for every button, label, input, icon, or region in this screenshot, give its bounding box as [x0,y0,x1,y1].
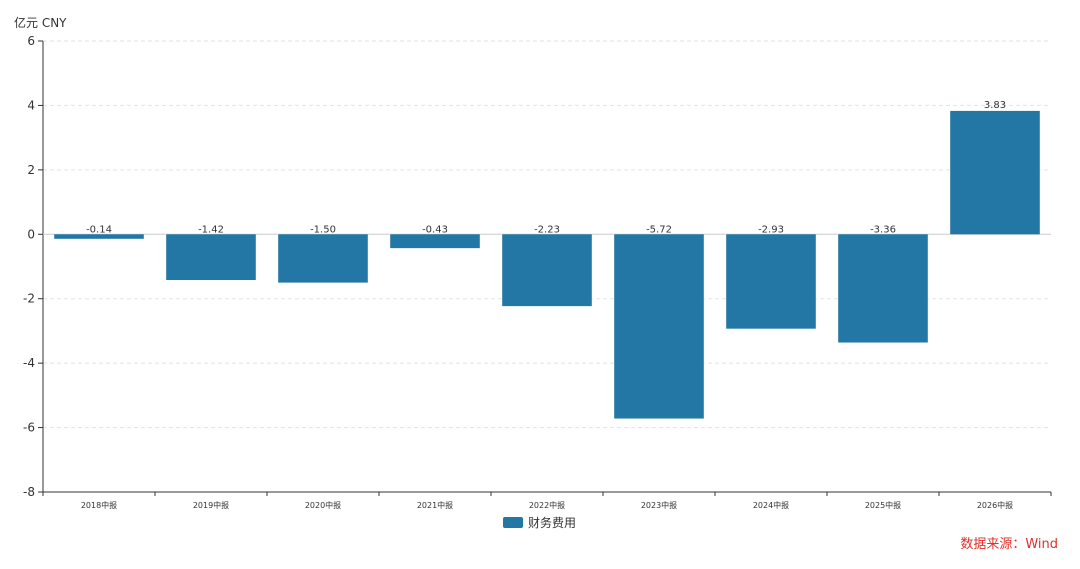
legend-label: 财务费用 [528,515,576,530]
y-axis-unit-label: 亿元 CNY [14,15,67,30]
bar[interactable] [278,234,368,283]
bar-value-label: -3.36 [870,224,896,235]
axes: 6 4 2 0 -2 -4 -6 -8 2018中报 2019中报 2020中报 2021中报 2022… [23,34,1052,510]
grid-lines [43,40,1051,429]
bar-value-label: -5.72 [646,224,672,235]
bar-value-label: -0.14 [86,224,112,235]
x-tick-label: 2018中报 [81,500,117,510]
y-tick-label: -6 [23,421,35,435]
x-tick-label: 2022中报 [529,500,565,510]
bar[interactable] [950,110,1040,235]
bar-value-label: -2.23 [534,224,560,235]
bar-value-label: -2.93 [758,224,784,235]
data-source-note: 数据来源：Wind [960,537,1058,552]
bar-value-label: -1.50 [310,224,336,235]
y-tick-label: 4 [27,98,35,112]
y-tick-label: -4 [23,356,35,370]
y-tick-label: -2 [23,292,35,306]
x-tick-label: 2026中报 [977,500,1013,510]
bar-value-label: -0.43 [422,224,448,235]
y-tick-label: -8 [23,485,35,499]
bar[interactable] [502,234,592,307]
bar-value-label: 3.83 [984,100,1006,111]
legend-swatch [503,517,523,528]
y-tick-label: 0 [27,227,35,241]
bar[interactable] [614,234,704,419]
x-tick-label: 2019中报 [193,500,229,510]
x-tick-label: 2020中报 [305,500,341,510]
x-tick-label: 2024中报 [753,500,789,510]
x-tick-label: 2025中报 [865,500,901,510]
bar[interactable] [166,234,256,281]
bar[interactable] [726,234,816,329]
bar[interactable] [390,234,480,249]
bar[interactable] [54,234,144,239]
legend[interactable]: 财务费用 [503,515,576,530]
y-tick-label: 6 [27,34,35,48]
bars [54,110,1040,419]
x-tick-label: 2021中报 [417,500,453,510]
bar-value-label: -1.42 [198,224,224,235]
x-tick-label: 2023中报 [641,500,677,510]
bar[interactable] [838,234,928,343]
value-labels: -0.14 -1.42 -1.50 -0.43 -2.23 -5.72 -2.93 -3.36… [86,100,1006,235]
y-tick-label: 2 [27,163,35,177]
